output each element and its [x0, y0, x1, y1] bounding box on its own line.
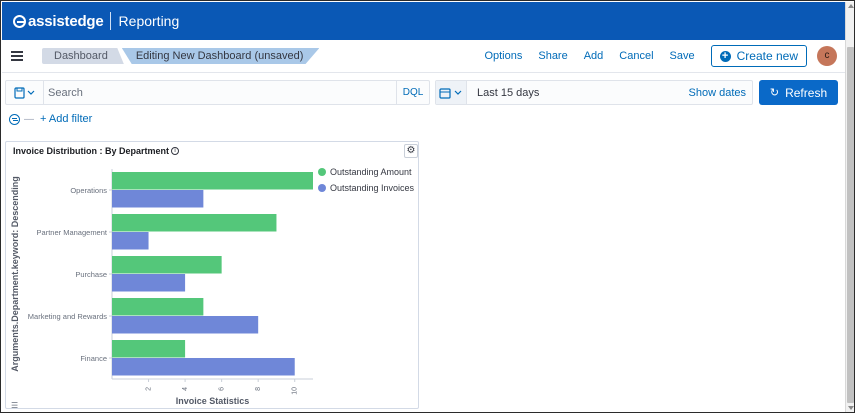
assistedge-logo-icon: [13, 14, 26, 28]
scrollbar-thumb[interactable]: [847, 47, 854, 403]
visualization-panel: Operations Partner Management Purchase Mark…: [5, 141, 419, 410]
info-icon[interactable]: i: [171, 147, 180, 155]
query-bar: DQL: [5, 80, 430, 105]
filter-separator: —: [24, 113, 34, 125]
brand-logo[interactable]: assistedge: [13, 13, 104, 30]
share-link[interactable]: Share: [538, 50, 568, 62]
bar-finance-amount: [112, 340, 186, 358]
panel-title-text: Invoice Distribution : By Department: [13, 146, 170, 156]
legend-label: Outstanding Invoices: [330, 183, 415, 193]
calendar-icon: [439, 87, 462, 99]
bar-partner-management-invoices: [112, 232, 149, 250]
bar-marketing-and-rewards-invoices: [112, 316, 259, 334]
x-tick-label: 8: [255, 387, 262, 391]
cancel-link[interactable]: Cancel: [619, 50, 654, 62]
query-language-button[interactable]: DQL: [396, 81, 429, 104]
quick-menu-button[interactable]: [436, 81, 467, 104]
y-tick-label: Finance: [80, 354, 107, 363]
options-link[interactable]: Options: [484, 50, 523, 62]
saved-query-button[interactable]: [6, 81, 44, 104]
scroll-down-icon[interactable]: [848, 406, 854, 410]
gear-icon[interactable]: ⚙: [404, 144, 418, 158]
create-new-button[interactable]: + Create new: [710, 45, 807, 67]
saved-query-icon: [13, 86, 34, 99]
scroll-up-icon[interactable]: [848, 4, 854, 8]
y-tick-label: Purchase: [75, 270, 107, 279]
add-filter-link[interactable]: + Add filter: [40, 113, 93, 125]
x-tick-label: 10: [292, 387, 299, 395]
bar-purchase-amount: [112, 256, 222, 274]
app-name: Reporting: [118, 13, 180, 29]
refresh-icon: ↻: [769, 87, 780, 99]
brand-bar: assistedge Reporting: [2, 2, 845, 40]
breadcrumb-current: Editing New Dashboard (unsaved): [121, 48, 320, 64]
brand-divider: [109, 12, 111, 30]
avatar[interactable]: c: [817, 46, 837, 66]
breadcrumb: Dashboard Editing New Dashboard (unsaved…: [42, 48, 320, 64]
legend-swatch: [318, 184, 326, 192]
header-actions: Options Share Add Cancel Save + Create n…: [484, 40, 845, 72]
refresh-label: Refresh: [785, 85, 828, 100]
y-tick-label: Operations: [70, 186, 107, 195]
y-axis-title: Arguments.Department.keyword: Descending: [10, 176, 20, 372]
logo-text: assistedge: [28, 12, 104, 30]
y-tick-label: Marketing and Rewards: [28, 312, 107, 321]
filter-bar: — + Add filter: [9, 112, 92, 126]
filter-options-icon[interactable]: [9, 113, 20, 125]
save-link[interactable]: Save: [669, 50, 695, 62]
panel-title: Invoice Distribution : By Department i: [13, 146, 180, 156]
show-dates-link[interactable]: Show dates: [688, 86, 746, 99]
search-input[interactable]: [44, 81, 396, 104]
refresh-button[interactable]: ↻ Refresh: [759, 80, 838, 105]
bar-finance-invoices: [112, 358, 295, 376]
list-icon[interactable]: ☰: [11, 401, 19, 410]
menu-icon[interactable]: [11, 51, 23, 61]
legend-swatch: [318, 168, 326, 176]
create-new-label: Create new: [736, 49, 798, 63]
date-picker: Last 15 days Show dates: [435, 80, 753, 105]
bar-operations-amount: [112, 172, 313, 190]
legend-label: Outstanding Amount: [330, 167, 412, 177]
bar-partner-management-amount: [112, 214, 277, 232]
x-tick-label: 4: [182, 387, 189, 391]
add-link[interactable]: Add: [583, 50, 604, 62]
dashboard-header: Dashboard Editing New Dashboard (unsaved…: [2, 40, 845, 73]
plus-circle-icon: +: [719, 50, 731, 62]
bar-marketing-and-rewards-amount: [112, 298, 204, 316]
y-tick-label: Partner Management: [37, 228, 108, 237]
breadcrumb-dashboard[interactable]: Dashboard: [42, 48, 124, 64]
x-tick-label: 2: [146, 387, 153, 391]
bar-chart: Operations Partner Management Purchase Mark…: [10, 167, 415, 406]
bar-purchase-invoices: [112, 274, 186, 292]
bar-operations-invoices: [112, 190, 204, 208]
x-tick-label: 6: [219, 387, 226, 391]
date-range-text[interactable]: Last 15 days: [477, 86, 540, 99]
x-axis-title: Invoice Statistics: [176, 396, 250, 406]
